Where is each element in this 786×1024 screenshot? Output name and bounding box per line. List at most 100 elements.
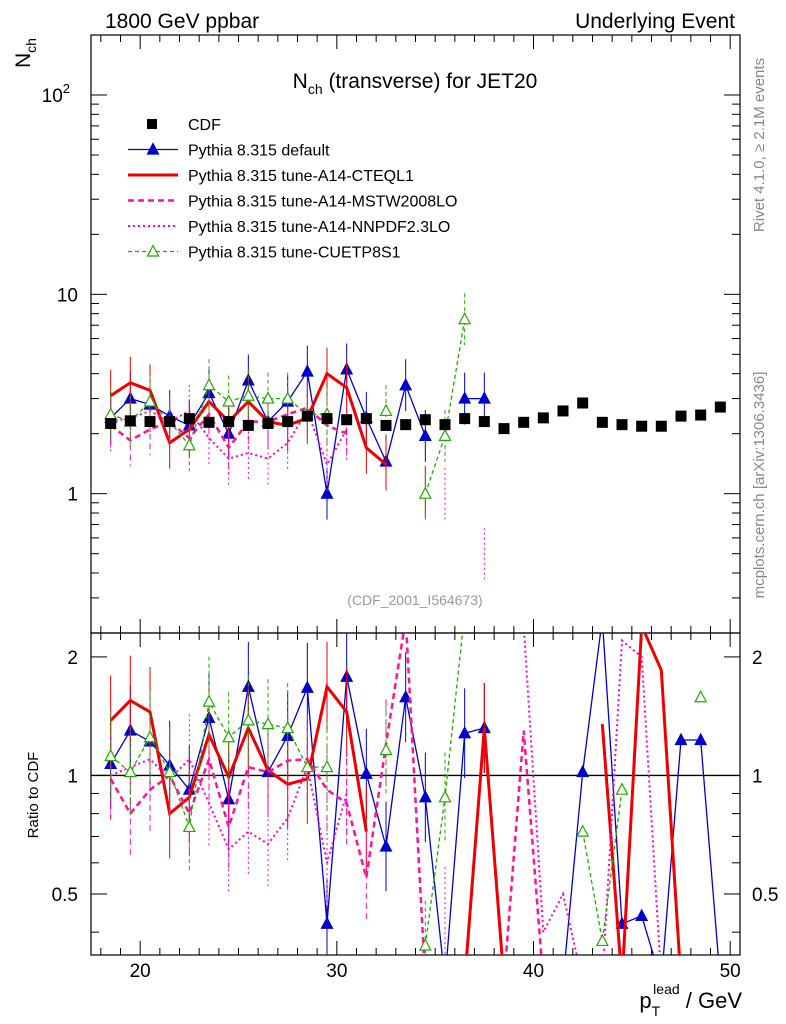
- cdf-point: [636, 420, 648, 432]
- cdf-point: [478, 416, 490, 428]
- series-5-ratio-point: [261, 716, 275, 730]
- cdf-point: [557, 405, 569, 417]
- series-5-ratio-point: [595, 933, 609, 947]
- series-1-ratio-point: [418, 790, 432, 803]
- legend-marker-cdf: [147, 119, 157, 129]
- legend-marker-5: [146, 244, 160, 257]
- cdf-point: [223, 416, 235, 428]
- y-tick-label-base: 10: [42, 86, 63, 107]
- series-1-ratio-point: [458, 725, 472, 739]
- legend: CDF Pythia 8.315 default Pythia 8.315 tune…: [128, 117, 457, 262]
- series-1-ratio-point: [300, 680, 314, 693]
- series-1-point: [300, 364, 314, 377]
- cdf-point: [616, 419, 628, 431]
- cdf-point: [380, 419, 392, 431]
- legend-label: CDF: [188, 117, 221, 134]
- series-5-ratio-point: [163, 764, 177, 778]
- header-left: 1800 GeV ppbar: [105, 10, 259, 33]
- legend-label: Pythia 8.315 tune-A14-NNPDF2.3LO: [188, 219, 450, 236]
- side-label-mcplots: mcplots.cern.ch [arXiv:1306.3436]: [751, 372, 768, 599]
- series-2-ratio-line: [109, 683, 368, 832]
- x-tick-label: 30: [326, 961, 347, 982]
- ratio-tick-label-right: 1: [752, 766, 763, 787]
- series-5-ratio-point: [182, 819, 196, 833]
- cdf-point: [498, 423, 510, 435]
- cdf-point: [144, 416, 156, 428]
- series-5-ratio-point: [438, 790, 452, 803]
- ratio-data: [104, 633, 719, 955]
- ratio-tick-label-left: 1: [67, 766, 78, 787]
- series-1-ratio-line: [110, 633, 719, 955]
- series-5-point: [182, 437, 196, 451]
- series-2-ratio-line: [600, 633, 681, 955]
- legend-label: Pythia 8.315 tune-A14-CTEQL1: [188, 168, 414, 185]
- series-5-ratio-point: [104, 748, 118, 762]
- header-right: Underlying Event: [575, 10, 735, 33]
- series-1-ratio-point: [694, 732, 708, 746]
- cdf-point: [360, 413, 372, 425]
- series-5-ratio-line: [582, 789, 623, 942]
- cdf-point: [341, 414, 353, 426]
- cdf-point: [301, 410, 313, 422]
- series-1-ratio-point: [379, 839, 393, 852]
- cdf-point: [655, 420, 667, 432]
- series-1-point: [458, 391, 472, 404]
- series-5-point: [261, 391, 275, 404]
- cdf-point: [242, 419, 254, 431]
- series-1-point: [320, 486, 334, 499]
- cdf-point: [518, 416, 530, 428]
- series-1-point: [477, 391, 491, 404]
- cdf-point: [577, 397, 589, 409]
- series-5-point: [281, 391, 295, 404]
- cdf-point: [262, 417, 274, 429]
- legend-label: Pythia 8.315 tune-A14-MSTW2008LO: [188, 194, 457, 211]
- series-5-ratio-point: [694, 689, 708, 703]
- series-5-ratio-point: [320, 759, 334, 773]
- series-3-ratio-line: [109, 633, 426, 955]
- cdf-point: [282, 416, 294, 428]
- series-5-ratio-point: [379, 742, 393, 756]
- series-4-ratio-line: [523, 633, 661, 955]
- series-1-ratio-point: [399, 689, 413, 703]
- series-5-ratio-point: [300, 759, 314, 773]
- cdf-point: [203, 416, 215, 428]
- y-tick-label-exp: 2: [63, 81, 70, 96]
- ratio-tick-label-right: 2: [752, 648, 763, 669]
- series-5-point: [379, 403, 393, 417]
- series-5-point: [438, 428, 452, 441]
- series-5-point: [143, 394, 157, 407]
- x-tick-label: 40: [523, 961, 544, 982]
- series-5-ratio-point: [202, 694, 216, 707]
- cdf-point: [164, 416, 176, 428]
- series-1-ratio-point: [635, 908, 649, 921]
- series-4-ratio-line: [110, 757, 348, 864]
- series-1-ratio-point: [359, 766, 373, 779]
- series-5-point: [458, 311, 472, 325]
- series-5-ratio-point: [241, 713, 255, 726]
- ratio-panel: 20 30 40 50 0.5 0.5 1 1 2 2: [52, 632, 778, 982]
- analysis-tag: (CDF_2001_I564673): [347, 592, 482, 608]
- series-5-line: [110, 384, 327, 447]
- y-tick-label: 10: [57, 285, 78, 306]
- chart-title: Nch (transverse) for JET20: [293, 70, 538, 97]
- y-axis-label: Nch: [12, 38, 39, 68]
- ratio-y-axis-label: Ratio to CDF: [25, 752, 42, 839]
- ratio-tick-label-left: 2: [67, 648, 78, 669]
- cdf-point: [321, 413, 333, 425]
- series-5-ratio-point: [143, 729, 157, 743]
- series-5-line: [424, 319, 466, 494]
- cdf-point: [675, 410, 687, 422]
- series-5-ratio-line: [424, 633, 464, 946]
- ratio-tick-label-right: 0.5: [752, 885, 778, 906]
- series-5-point: [418, 486, 432, 499]
- series-1-ratio-point: [320, 916, 334, 929]
- y-tick-label: 1: [67, 485, 78, 506]
- series-3-ratio-line: [504, 730, 543, 955]
- cdf-point: [537, 412, 549, 424]
- legend-label: Pythia 8.315 tune-CUETP8S1: [188, 245, 401, 262]
- series-1-point: [399, 377, 413, 391]
- series-5-ratio-point: [222, 729, 236, 743]
- series-1-point: [418, 428, 432, 441]
